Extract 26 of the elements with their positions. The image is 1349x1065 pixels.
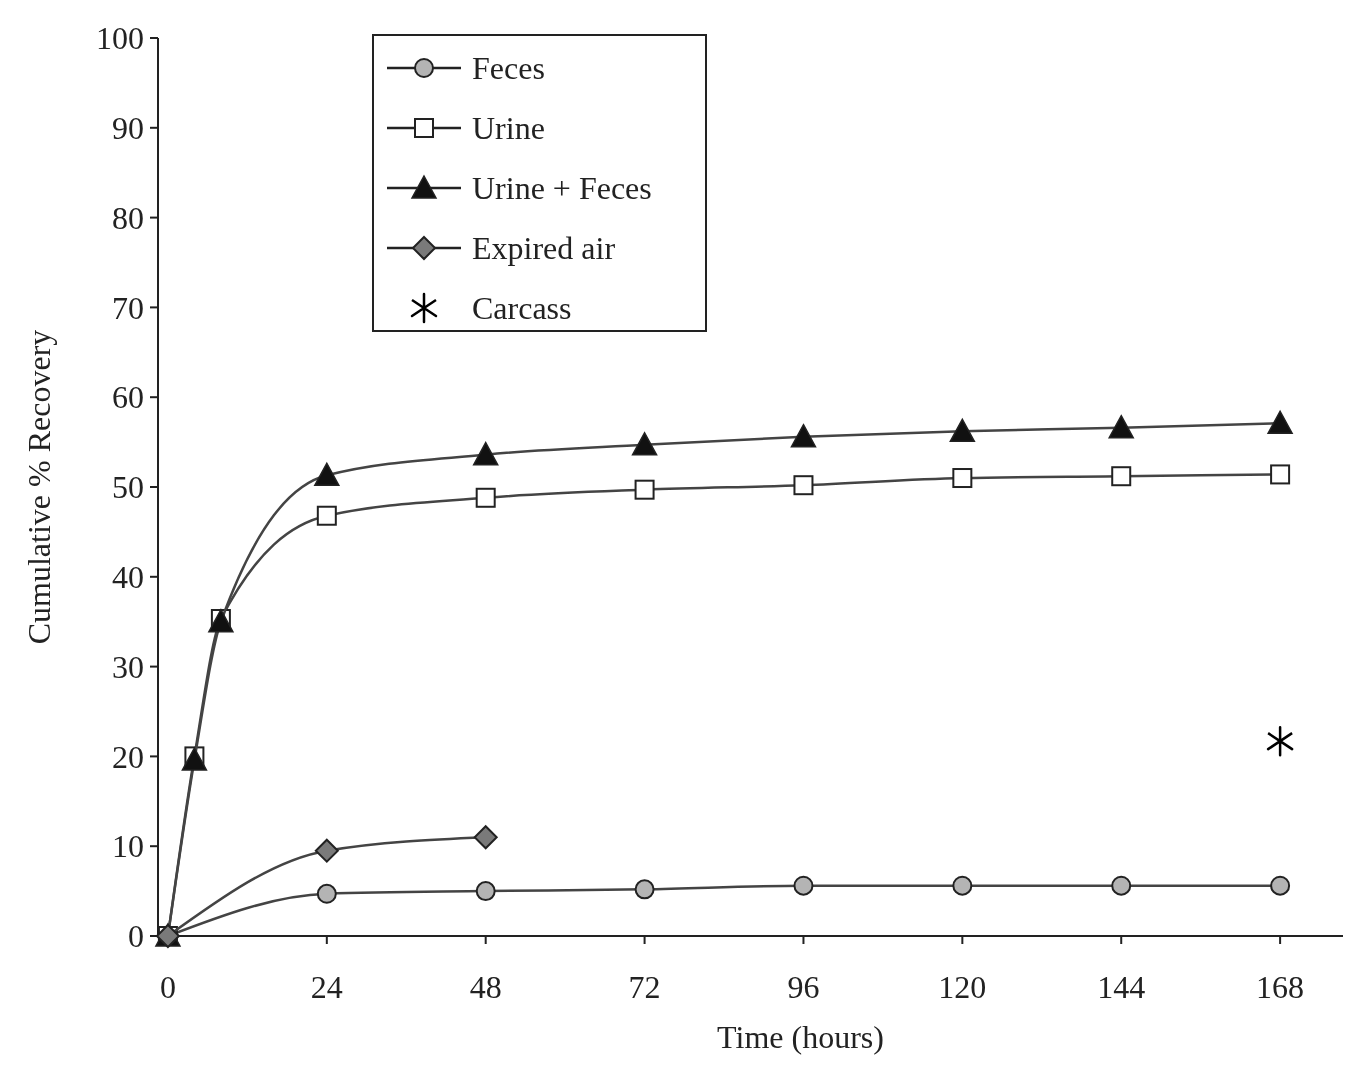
x-axis-title: Time (hours): [717, 1019, 884, 1055]
legend-label: Urine + Feces: [472, 170, 652, 207]
y-axis-title: Cumulative % Recovery: [21, 329, 57, 645]
x-tick-label: 144: [1097, 969, 1146, 1005]
x-tick-label: 96: [787, 969, 820, 1005]
legend-label: Expired air: [472, 230, 616, 267]
y-tick-label: 50: [112, 469, 144, 506]
y-tick-label: 20: [112, 738, 144, 775]
x-tick-label: 120: [938, 969, 987, 1005]
legend-label: Carcass: [472, 290, 572, 327]
x-tick-label: 168: [1256, 969, 1305, 1005]
y-tick-label: 60: [112, 379, 144, 416]
y-tick-label: 70: [112, 289, 144, 326]
y-tick-label: 40: [112, 559, 144, 595]
x-tick-label: 48: [469, 969, 502, 1005]
x-tick-label: 0: [159, 969, 176, 1005]
y-tick-label: 0: [128, 918, 144, 955]
y-tick-label: 80: [112, 199, 144, 236]
legend-label: Feces: [472, 50, 545, 87]
legend-label: Urine: [472, 110, 545, 147]
x-tick-label: 72: [628, 969, 661, 1005]
y-tick-label: 30: [112, 648, 144, 685]
y-tick-label: 10: [112, 828, 144, 865]
x-tick-label: 24: [310, 969, 343, 1005]
y-tick-label: 90: [112, 110, 144, 146]
y-tick-label: 100: [96, 20, 144, 57]
